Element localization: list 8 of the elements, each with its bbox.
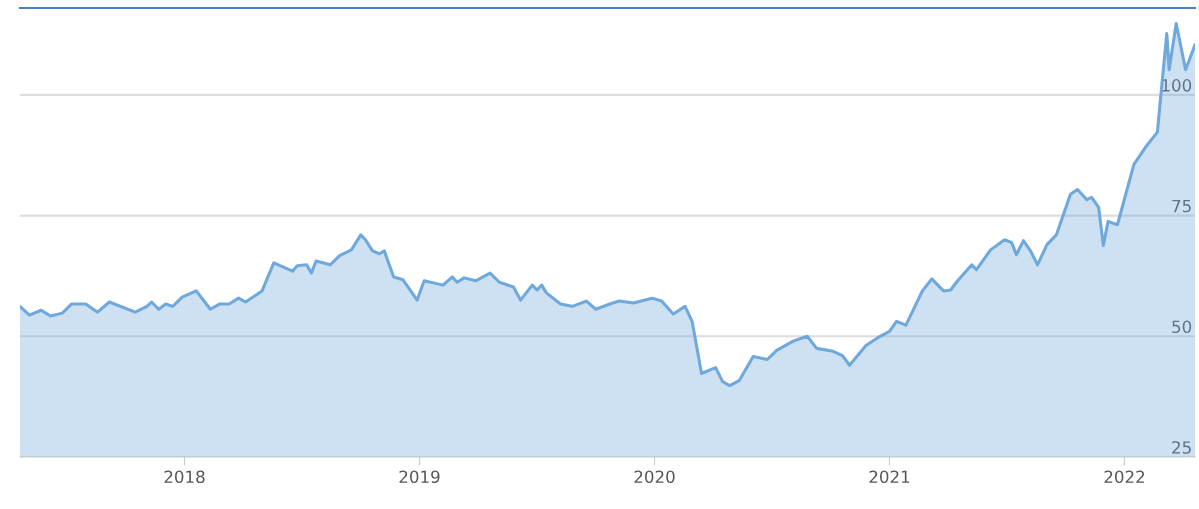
x-tick-label: 2018 <box>164 470 205 484</box>
x-tick-label: 2021 <box>869 470 910 484</box>
x-tick-label: 2019 <box>399 470 440 484</box>
x-tick-label: 2020 <box>634 470 675 484</box>
x-tick-label: 2022 <box>1104 470 1145 484</box>
y-tick-label: 50 <box>1172 320 1192 334</box>
y-tick-label: 25 <box>1172 441 1191 454</box>
y-tick-label: 75 <box>1172 199 1191 213</box>
